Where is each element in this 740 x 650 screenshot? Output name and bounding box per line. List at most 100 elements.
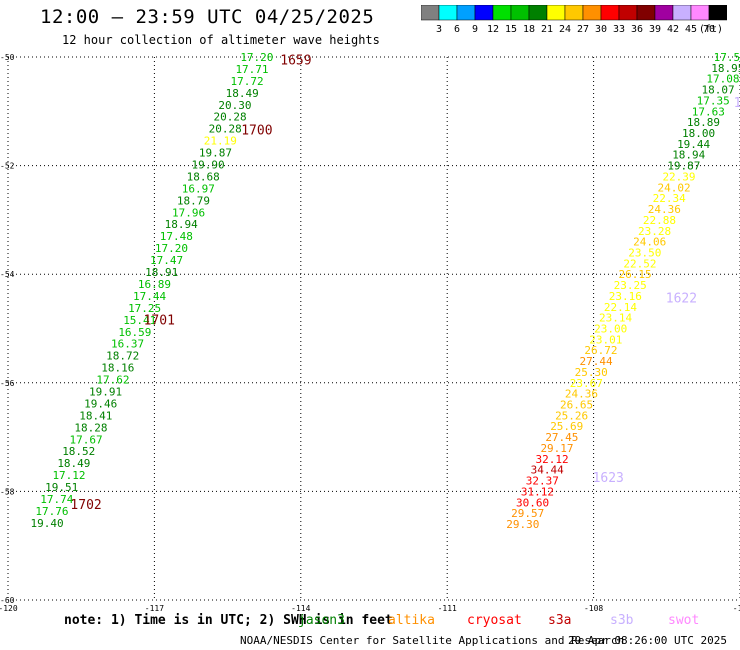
swh-point-label: 23.00 [594, 323, 627, 336]
swh-point-label: 23.14 [599, 312, 632, 325]
swh-point-label: 20.28 [213, 111, 246, 124]
swh-point-label: 20.30 [218, 99, 251, 112]
x-tick-label: -120 [0, 604, 18, 612]
swh-point-label: 25.26 [555, 409, 588, 422]
legend-label: 15 [505, 24, 517, 35]
swh-point-label: 25.69 [550, 420, 583, 433]
swh-point-label: 23.50 [628, 246, 661, 259]
y-tick-label: -60 [0, 596, 15, 605]
swh-point-label: 17.74 [40, 493, 73, 506]
swh-point-label: 18.94 [165, 218, 198, 231]
generation-timestamp: 29 Apr 08:26:00 UTC 2025 [568, 634, 727, 647]
legend-label: 3 [436, 24, 442, 35]
swh-point-label: 18.28 [74, 421, 107, 434]
swh-point-label: 19.87 [667, 160, 700, 173]
swh-point-label: 26.15 [619, 268, 652, 281]
legend-label: 30 [595, 24, 607, 35]
swh-point-label: 16.59 [118, 326, 151, 339]
swh-point-label: 18.00 [682, 127, 715, 140]
swh-point-label: 26.65 [560, 399, 593, 412]
swh-point-label: 18.72 [106, 350, 139, 363]
satellite-altika: altika [388, 613, 435, 628]
swh-point-label: 18.91 [145, 266, 178, 279]
swh-point-label: 23.28 [638, 225, 671, 238]
legend-units: (ft) [699, 24, 723, 35]
swh-point-label: 19.91 [89, 385, 122, 398]
swh-point-label: 17.63 [692, 105, 725, 118]
swh-point-label: 18.95 [711, 62, 740, 75]
legend-label: 9 [472, 24, 478, 35]
pass-time-label: 1622 [666, 292, 697, 307]
legend-label: 45 [685, 24, 697, 35]
swh-point-label: 34.44 [531, 464, 564, 477]
swh-point-label: 17.25 [128, 302, 161, 315]
swh-point-label: 23.25 [614, 279, 647, 292]
legend-label: 24 [559, 24, 571, 35]
legend-label: 18 [523, 24, 535, 35]
swh-point-label: 17.62 [96, 374, 129, 387]
y-tick-label: -58 [0, 487, 15, 496]
swh-point-label: 31.12 [521, 485, 554, 498]
legend-label: 6 [454, 24, 460, 35]
swh-point-label: 17.96 [172, 206, 205, 219]
units-note: note: 1) Time is in UTC; 2) SWH is in fe… [64, 613, 393, 628]
legend-label: 21 [541, 24, 553, 35]
swh-point-label: 23.16 [609, 290, 642, 303]
swh-point-label: 19.46 [84, 397, 117, 410]
legend-label: 70 [703, 24, 715, 35]
y-tick-label: -52 [0, 162, 15, 171]
swh-point-label: 16.37 [111, 338, 144, 351]
swh-point-label: 20.28 [209, 123, 242, 136]
color-scale-legend: 3 6 9 12 15 18 21 24 27 30 33 36 39 42 45 70(ft) [421, 5, 727, 35]
swh-point-label: 18.94 [672, 149, 705, 162]
swh-point-label: 22.14 [604, 301, 637, 314]
swh-point-label: 19.40 [30, 517, 63, 530]
satellite-s3a: s3a [548, 613, 572, 628]
pass-time-label: 1701 [144, 313, 175, 328]
x-tick-label: -114 [291, 604, 310, 612]
satellite-jason3: jason3 [298, 613, 345, 628]
swh-point-label: 16.97 [182, 182, 215, 195]
swh-point-label: 23.01 [589, 333, 622, 346]
swh-point-label: 24.36 [565, 388, 598, 401]
swh-point-label: 29.17 [540, 442, 573, 455]
swh-point-label: 24.36 [648, 203, 681, 216]
swh-point-label: 22.39 [662, 170, 695, 183]
chart-title: 12:00 — 23:59 UTC 04/25/2025 [40, 6, 375, 28]
pass-time-label: 1623 [593, 471, 624, 486]
chart-subtitle: 12 hour collection of altimeter wave hei… [62, 33, 380, 47]
swh-point-label: 17.76 [35, 505, 68, 518]
swh-point-label: 17.08 [706, 73, 739, 86]
swh-point-label: 17.47 [150, 254, 183, 267]
swh-point-label: 18.52 [62, 445, 95, 458]
swh-point-label: 17.44 [133, 290, 166, 303]
swh-point-label: 25.30 [575, 366, 608, 379]
swh-point-label: 27.44 [579, 355, 612, 368]
satellite-s3b: s3b [610, 613, 634, 628]
swh-point-label: 32.12 [536, 453, 569, 466]
swh-point-label: 18.16 [101, 362, 134, 375]
swh-point-label: 17.35 [697, 94, 730, 107]
y-tick-label: -56 [0, 379, 15, 388]
swh-point-label: 16.89 [138, 278, 171, 291]
swh-point-label: 15.41 [123, 314, 156, 327]
swh-point-label: 30.60 [516, 496, 549, 509]
swh-point-label: 17.20 [155, 242, 188, 255]
legend-swatch [708, 5, 727, 21]
swh-point-label: 17.67 [70, 433, 103, 446]
swh-point-label: 17.71 [235, 63, 268, 76]
swh-point-label: 24.06 [633, 236, 666, 249]
legend-label: 12 [487, 24, 499, 35]
swh-point-label: 18.79 [177, 194, 210, 207]
swh-point-label: 22.34 [653, 192, 686, 205]
swh-point-label: 17.57 [714, 51, 740, 64]
pass-time-label: 1659 [280, 53, 311, 68]
swh-point-label: 26.72 [584, 344, 617, 357]
swh-point-label: 21.19 [204, 135, 237, 148]
wave-height-plot: -50 -52 -54 -56 -58 -60-120 -117 -114 -111 -108 -1… [0, 51, 740, 612]
swh-point-label: 27.45 [545, 431, 578, 444]
swh-point-label: 18.68 [187, 170, 220, 183]
swh-point-label: 32.37 [526, 475, 559, 488]
x-tick-label: -10 [733, 604, 740, 612]
satellite-cryosat: cryosat [467, 613, 522, 628]
